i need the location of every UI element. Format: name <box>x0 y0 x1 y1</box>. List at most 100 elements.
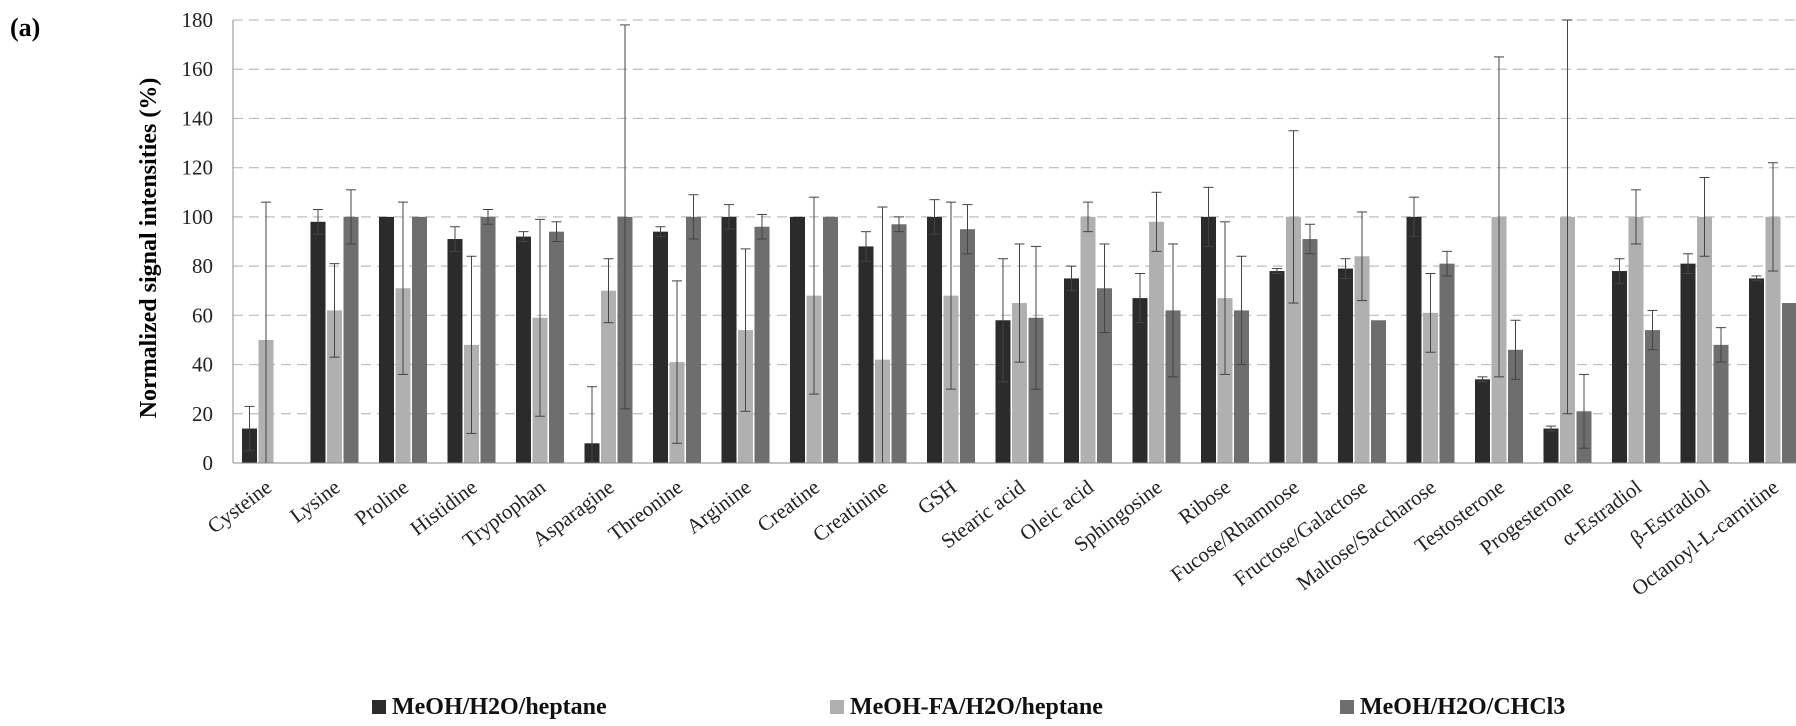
error-bar <box>1288 130 1299 304</box>
error-bar <box>809 196 819 395</box>
bar-meoh-h2o-chcl3-estradiol <box>1713 344 1729 463</box>
legend-swatch <box>1340 700 1354 714</box>
bar-meoh-h2o-chcl3-creatinine <box>891 224 907 463</box>
bar-meoh-h2o-heptane-testosterone <box>1475 379 1490 463</box>
error-bar <box>603 258 614 324</box>
x-tick-label: Lysine <box>285 475 344 528</box>
bar-meoh-h2o-chcl3-maltose-saccharose <box>1439 263 1455 463</box>
error-bar <box>466 255 477 434</box>
y-tick-label: 60 <box>192 303 213 327</box>
bar-meoh-h2o-chcl3-creatine <box>823 216 838 463</box>
error-bar <box>1272 268 1282 274</box>
bar-meoh-h2o-chcl3-proline <box>412 216 427 463</box>
bar-meoh-h2o-chcl3-gsh <box>960 229 975 463</box>
error-bar <box>861 231 871 262</box>
bar-meoh-h2o-chcl3-tryptophan <box>549 231 564 463</box>
error-bar <box>1751 275 1762 282</box>
y-tick-label: 180 <box>182 8 214 32</box>
bar-meoh-h2o-chcl3-fucose-rhamnose <box>1302 239 1318 463</box>
bar-meoh-h2o-chcl3-testosterone <box>1508 349 1523 463</box>
bar-meoh-fa-h2o-heptane-oleic-acid <box>1080 216 1096 463</box>
error-bar <box>1631 189 1641 245</box>
bar-meoh-h2o-heptane-arginine <box>721 216 737 463</box>
error-bar <box>929 199 940 235</box>
error-bar <box>1220 221 1230 375</box>
error-bar <box>1494 56 1504 378</box>
error-bar <box>946 201 956 390</box>
error-bar <box>313 209 323 235</box>
error-bar <box>1305 223 1315 255</box>
bar-meoh-fa-h2o-heptane-ribose <box>1217 298 1233 463</box>
bar-meoh-h2o-heptane-lysine <box>310 221 326 463</box>
error-bar <box>1409 196 1419 238</box>
error-bar <box>244 405 255 452</box>
error-bar <box>1066 265 1077 292</box>
bar-meoh-h2o-heptane-sphingosine <box>1132 298 1148 463</box>
bar-meoh-h2o-chcl3-ribose <box>1234 310 1249 463</box>
bar-meoh-h2o-heptane-fructose-galactose <box>1338 268 1353 463</box>
bar-meoh-h2o-heptane-threonine <box>653 231 668 463</box>
error-bar <box>757 213 767 240</box>
bar-meoh-h2o-heptane-histidine <box>447 239 463 463</box>
error-bar <box>1236 255 1247 366</box>
y-tick-label: 40 <box>192 353 213 377</box>
error-bar <box>655 226 666 238</box>
error-bar <box>1716 327 1726 363</box>
legend-item-meoh-h2o-chcl3: MeOH/H2O/CHCl3 <box>1340 694 1565 720</box>
error-bar <box>518 231 529 242</box>
bar-meoh-fa-h2o-heptane-asparagine <box>601 290 616 463</box>
x-tick-label: GSH <box>913 475 961 519</box>
legend: MeOH/H2O/heptane MeOH-FA/H2O/heptane MeOH/… <box>372 694 1565 720</box>
bar-meoh-fa-h2o-heptane-estradiol <box>1628 216 1644 463</box>
error-bar <box>1579 373 1589 449</box>
error-bar <box>551 221 562 242</box>
error-bar <box>535 218 545 417</box>
error-bar <box>1768 162 1778 272</box>
error-bar <box>1135 272 1145 324</box>
legend-label: MeOH/H2O/CHCl3 <box>1360 694 1565 720</box>
bar-meoh-fa-h2o-heptane-proline <box>395 288 411 463</box>
y-tick-label: 0 <box>203 451 214 475</box>
error-bar <box>1031 245 1041 390</box>
error-bar <box>894 216 904 233</box>
bar-meoh-h2o-heptane-estradiol <box>1612 271 1627 463</box>
bar-meoh-fa-h2o-heptane-stearic-acid <box>1012 303 1027 463</box>
error-bar <box>962 204 973 255</box>
bar-meoh-h2o-chcl3-stearic-acid <box>1028 317 1044 463</box>
x-tick-label: Threonine <box>604 475 687 546</box>
error-bar <box>740 248 751 412</box>
y-axis-title: Normalized signal intensities (%) <box>136 78 162 419</box>
error-bar <box>398 201 408 375</box>
y-tick-label: 20 <box>192 402 213 426</box>
bar-meoh-h2o-heptane-octanoyl-l-carnitine <box>1749 278 1764 463</box>
x-axis-labels: Cysteine Lysine ProlineHistidineTryptophan… <box>203 475 1783 601</box>
error-bar <box>724 204 734 230</box>
error-bar <box>450 226 460 252</box>
error-bar <box>1546 425 1556 432</box>
error-bar <box>1562 19 1573 415</box>
bar-meoh-h2o-chcl3-fructose-galactose <box>1371 320 1386 463</box>
x-tick-label: Ribose <box>1174 475 1235 529</box>
error-bar <box>1647 309 1658 351</box>
error-bar <box>1083 201 1093 233</box>
error-bar <box>1357 211 1367 302</box>
bar-meoh-h2o-chcl3-sphingosine <box>1165 310 1181 463</box>
error-bar <box>688 194 699 240</box>
bar-meoh-fa-h2o-heptane-octanoyl-l-carnitine <box>1765 216 1781 463</box>
error-bar <box>1168 243 1178 378</box>
bar-meoh-h2o-chcl3-arginine <box>754 226 770 463</box>
bar-meoh-h2o-chcl3-estradiol <box>1645 330 1660 463</box>
bar-meoh-h2o-heptane-fucose-rhamnose <box>1269 271 1285 463</box>
error-bar <box>329 263 340 358</box>
x-tick-label: Cysteine <box>203 475 276 538</box>
legend-label: MeOH-FA/H2O/heptane <box>850 694 1103 720</box>
bar-meoh-h2o-heptane-progesterone <box>1543 428 1559 463</box>
bar-meoh-h2o-heptane-ribose <box>1201 216 1216 463</box>
error-bar <box>346 189 356 245</box>
y-tick-label: 160 <box>182 57 214 81</box>
y-tick-label: 120 <box>182 156 214 180</box>
legend-item-meoh-fa-h2o-heptane: MeOH-FA/H2O/heptane <box>830 694 1103 720</box>
bar-meoh-fa-h2o-heptane-fructose-galactose <box>1354 256 1370 463</box>
error-bar <box>1151 191 1162 252</box>
